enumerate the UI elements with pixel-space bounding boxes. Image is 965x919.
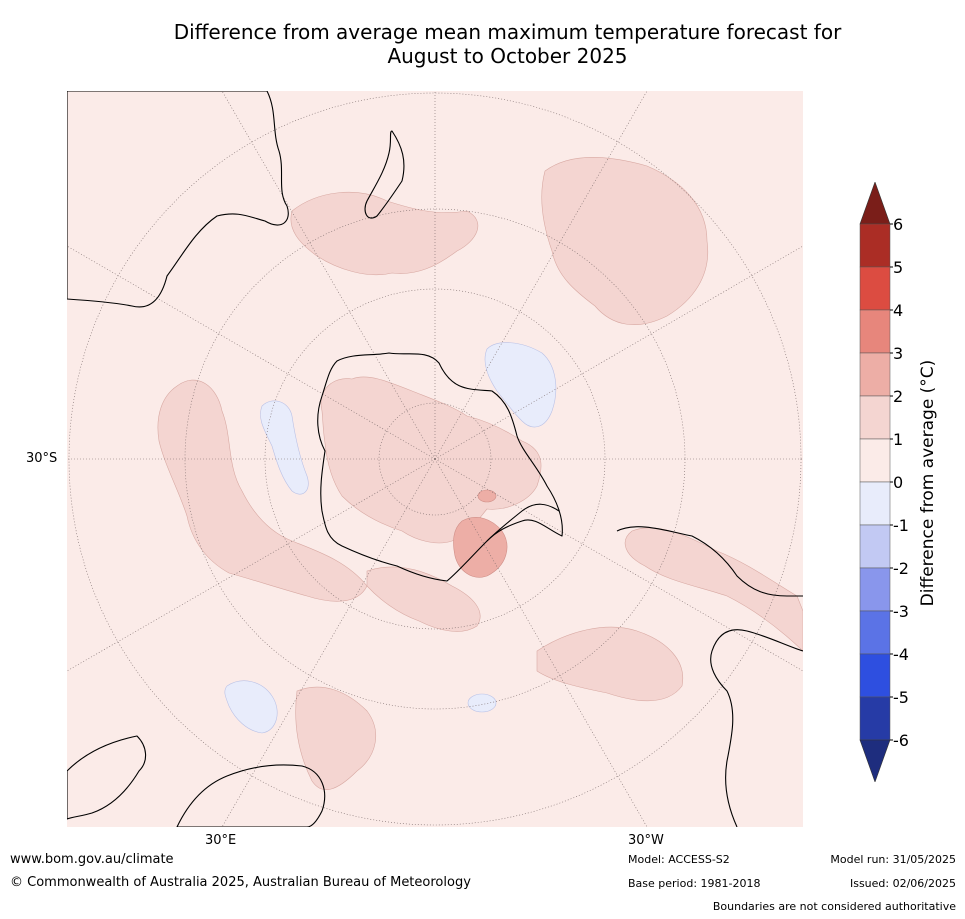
anomaly-region-indian-lower [295, 686, 376, 790]
colorbar-tick-label: 6 [893, 215, 903, 234]
colorbar-band-4-to-5 [859, 266, 891, 311]
footer-boundaries-note: Boundaries are not considered authoritat… [712, 900, 956, 913]
colorbar-band--2-to--1 [859, 524, 891, 569]
latitude-label-30s: 30°S [26, 451, 58, 466]
anomaly-region-southeast-pacific [366, 566, 481, 632]
colorbar-tick-label: -1 [893, 516, 909, 535]
colorbar-tick-label: -2 [893, 559, 909, 578]
colorbar-tick-label: 2 [893, 387, 903, 406]
colorbar-band-2-to-3 [859, 352, 891, 397]
colorbar-band--1-to-0 [859, 481, 891, 526]
colorbar-tick-label: -6 [893, 731, 909, 750]
colorbar-band-3-to-4 [859, 309, 891, 354]
footer-model: Model: ACCESS-S2 [628, 853, 730, 866]
anomaly-region-indian-west-australia [260, 400, 309, 495]
coastline-antarctica [317, 352, 563, 582]
anomaly-region-south-america [624, 527, 803, 652]
colorbar-band--4-to--3 [859, 610, 891, 655]
map-panel [67, 91, 803, 827]
colorbar-tick-label: 4 [893, 301, 903, 320]
anomaly-region-ross-amundsen-sea [484, 342, 557, 428]
anomaly-region-pacific-east-nz [290, 192, 479, 276]
coastline-australia [67, 91, 289, 308]
colorbar-band--3-to--2 [859, 567, 891, 612]
colorbar-band--6-to--5 [859, 696, 891, 741]
coastline-southern-africa [67, 735, 326, 827]
meridian-lines [67, 91, 803, 827]
colorbar-tick-label: 1 [893, 430, 903, 449]
footer-copyright: © Commonwealth of Australia 2025, Austra… [10, 875, 471, 890]
map-title: Difference from average mean maximum tem… [0, 20, 965, 68]
latitude-circle-75s [378, 402, 492, 516]
colorbar-band-1-to-2 [859, 395, 891, 440]
colorbar-tick-label: -5 [893, 688, 909, 707]
coastline-new-zealand [364, 130, 405, 219]
footer-base-period: Base period: 1981-2018 [628, 877, 761, 890]
footer-issued: Issued: 02/06/2025 [849, 877, 956, 890]
colorbar-band-0-to-1 [859, 438, 891, 483]
longitude-label-30w: 30°W [628, 833, 664, 848]
colorbar-extend-low [859, 739, 891, 782]
map-canvas [67, 91, 803, 827]
colorbar: 6 5 4 3 2 1 0 -1 -2 -3 -4 -5 -6 [859, 182, 909, 782]
colorbar-band-5-to-6 [859, 223, 891, 268]
colorbar-title: Difference from average (°C) [918, 359, 938, 607]
anomaly-region-south-atlantic [541, 157, 709, 326]
anomaly-region-indian-near-africa [224, 680, 278, 734]
colorbar-tick-label: 3 [893, 344, 903, 363]
anomaly-region-indian-ocean [157, 379, 368, 602]
longitude-label-30e: 30°E [205, 833, 237, 848]
colorbar-tick-label: 0 [893, 473, 903, 492]
anomaly-region-small-hotspot [477, 489, 497, 503]
colorbar-tick-label: -4 [893, 645, 909, 664]
anomaly-region-south-atlantic-small [467, 693, 497, 713]
footer-model-run: Model run: 31/05/2025 [830, 853, 956, 866]
coastline-antarctic-peninsula [486, 503, 560, 542]
colorbar-extend-high [859, 182, 891, 225]
colorbar-tick-label: -3 [893, 602, 909, 621]
colorbar-tick-label: 5 [893, 258, 903, 277]
colorbar-band--5-to--4 [859, 653, 891, 698]
coastline-south-america [616, 526, 803, 827]
footer-url: www.bom.gov.au/climate [10, 852, 174, 867]
anomaly-region-south-atlantic-lower [536, 626, 684, 702]
map-title-line-2: August to October 2025 [387, 44, 628, 68]
latitude-circle-60s [264, 288, 606, 630]
map-title-line-1: Difference from average mean maximum tem… [173, 20, 842, 44]
